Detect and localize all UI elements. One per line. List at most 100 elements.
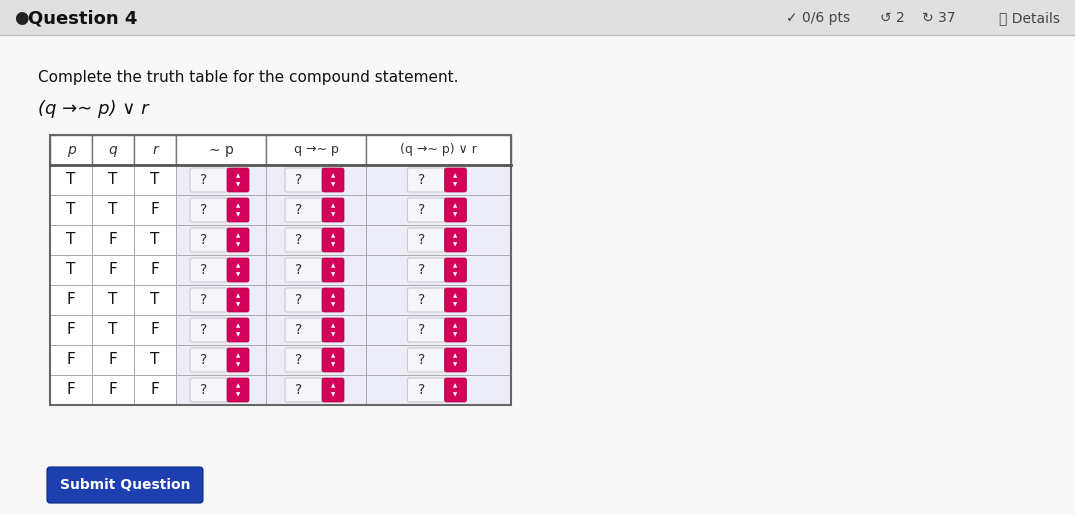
Text: F: F: [67, 322, 75, 337]
FancyBboxPatch shape: [190, 258, 228, 282]
Text: ▲: ▲: [454, 174, 458, 179]
FancyBboxPatch shape: [176, 135, 266, 165]
FancyBboxPatch shape: [176, 195, 266, 225]
Text: F: F: [67, 383, 75, 398]
Text: T: T: [67, 202, 75, 217]
FancyBboxPatch shape: [322, 258, 344, 282]
FancyBboxPatch shape: [51, 165, 92, 195]
FancyBboxPatch shape: [51, 375, 92, 405]
FancyBboxPatch shape: [51, 345, 92, 375]
Text: ▲: ▲: [331, 353, 335, 358]
FancyBboxPatch shape: [444, 348, 467, 372]
FancyBboxPatch shape: [444, 198, 467, 222]
Text: T: T: [151, 293, 160, 307]
FancyBboxPatch shape: [444, 318, 467, 342]
Text: T: T: [109, 202, 117, 217]
Text: F: F: [109, 232, 117, 248]
FancyBboxPatch shape: [366, 285, 511, 315]
FancyBboxPatch shape: [0, 0, 1075, 35]
Text: F: F: [109, 263, 117, 278]
Text: ?: ?: [418, 173, 425, 187]
Text: ▼: ▼: [235, 242, 240, 247]
Text: ●: ●: [14, 9, 29, 27]
FancyBboxPatch shape: [47, 467, 203, 503]
Text: F: F: [151, 322, 159, 337]
Text: ?: ?: [200, 293, 207, 307]
Text: ▼: ▼: [454, 242, 458, 247]
FancyBboxPatch shape: [227, 168, 249, 192]
Text: ?: ?: [418, 263, 425, 277]
Text: ▲: ▲: [454, 294, 458, 299]
Text: ?: ?: [200, 323, 207, 337]
Text: ▼: ▼: [331, 272, 335, 277]
Text: ?: ?: [200, 263, 207, 277]
Text: Submit Question: Submit Question: [60, 478, 190, 492]
Text: ✓ 0/6 pts: ✓ 0/6 pts: [786, 11, 850, 25]
FancyBboxPatch shape: [322, 288, 344, 312]
Text: ?: ?: [296, 203, 302, 217]
Text: F: F: [67, 352, 75, 368]
Text: F: F: [109, 352, 117, 368]
Text: ↻ 37: ↻ 37: [921, 11, 955, 25]
FancyBboxPatch shape: [176, 345, 266, 375]
FancyBboxPatch shape: [407, 168, 445, 192]
Text: ▼: ▼: [235, 272, 240, 277]
FancyBboxPatch shape: [407, 228, 445, 252]
FancyBboxPatch shape: [190, 348, 228, 372]
FancyBboxPatch shape: [134, 135, 176, 165]
Text: ?: ?: [418, 233, 425, 247]
Text: ▼: ▼: [235, 332, 240, 337]
Text: Complete the truth table for the compound statement.: Complete the truth table for the compoun…: [38, 70, 459, 85]
Text: ?: ?: [296, 293, 302, 307]
Text: ?: ?: [418, 323, 425, 337]
FancyBboxPatch shape: [176, 285, 266, 315]
FancyBboxPatch shape: [134, 375, 176, 405]
Text: (q →∼ p) ∨ r: (q →∼ p) ∨ r: [38, 100, 148, 118]
FancyBboxPatch shape: [285, 198, 322, 222]
FancyBboxPatch shape: [190, 288, 228, 312]
FancyBboxPatch shape: [92, 375, 134, 405]
Text: ▼: ▼: [235, 182, 240, 187]
Text: ?: ?: [200, 353, 207, 367]
FancyBboxPatch shape: [444, 258, 467, 282]
Text: ▲: ▲: [331, 294, 335, 299]
FancyBboxPatch shape: [92, 285, 134, 315]
FancyBboxPatch shape: [51, 315, 92, 345]
Text: F: F: [67, 293, 75, 307]
FancyBboxPatch shape: [190, 198, 228, 222]
Text: ?: ?: [296, 263, 302, 277]
FancyBboxPatch shape: [444, 288, 467, 312]
Text: ▼: ▼: [331, 392, 335, 397]
FancyBboxPatch shape: [51, 225, 92, 255]
FancyBboxPatch shape: [227, 378, 249, 402]
Text: ▲: ▲: [331, 203, 335, 209]
FancyBboxPatch shape: [227, 228, 249, 252]
FancyBboxPatch shape: [285, 258, 322, 282]
Text: ▼: ▼: [454, 362, 458, 367]
FancyBboxPatch shape: [92, 135, 134, 165]
Text: ?: ?: [200, 203, 207, 217]
Text: T: T: [109, 322, 117, 337]
FancyBboxPatch shape: [92, 255, 134, 285]
Text: ▲: ▲: [454, 384, 458, 388]
FancyBboxPatch shape: [407, 288, 445, 312]
Text: ?: ?: [200, 233, 207, 247]
FancyBboxPatch shape: [176, 165, 266, 195]
FancyBboxPatch shape: [92, 345, 134, 375]
FancyBboxPatch shape: [285, 228, 322, 252]
Text: ▼: ▼: [235, 212, 240, 217]
FancyBboxPatch shape: [444, 378, 467, 402]
FancyBboxPatch shape: [51, 285, 92, 315]
FancyBboxPatch shape: [227, 348, 249, 372]
Text: T: T: [151, 352, 160, 368]
FancyBboxPatch shape: [176, 315, 266, 345]
Text: r: r: [153, 143, 158, 157]
FancyBboxPatch shape: [366, 255, 511, 285]
Text: ▼: ▼: [331, 332, 335, 337]
FancyBboxPatch shape: [227, 198, 249, 222]
Text: ?: ?: [418, 203, 425, 217]
FancyBboxPatch shape: [366, 315, 511, 345]
FancyBboxPatch shape: [366, 375, 511, 405]
FancyBboxPatch shape: [366, 195, 511, 225]
Text: F: F: [109, 383, 117, 398]
